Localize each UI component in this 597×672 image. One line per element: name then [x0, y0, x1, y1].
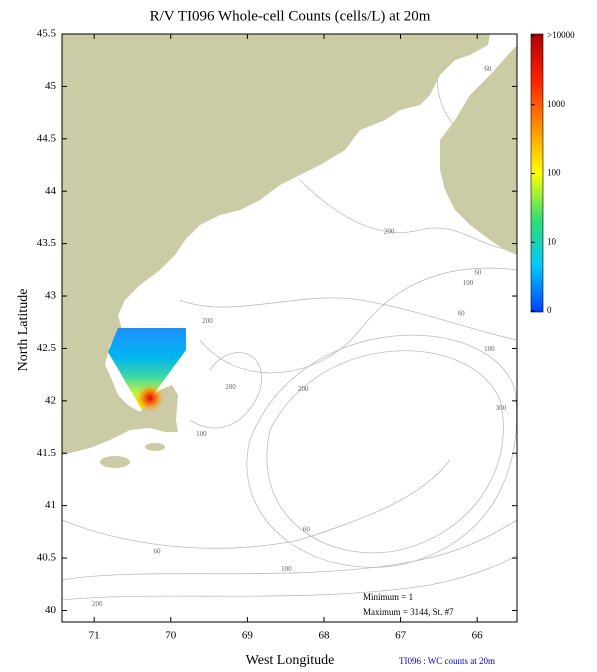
- y-tick-label: 43.5: [37, 237, 57, 249]
- colorbar-label: 10: [547, 236, 557, 246]
- contour-label: 60: [458, 309, 466, 317]
- annotation: Minimum = 1: [363, 592, 413, 602]
- island: [100, 456, 130, 468]
- colorbar-label: 0: [547, 305, 552, 315]
- y-tick-label: 40: [45, 604, 57, 616]
- contour-label: 60: [474, 269, 482, 277]
- plot-frame: [61, 33, 518, 623]
- y-tick-label: 42: [45, 394, 56, 406]
- y-tick-label: 43: [45, 290, 57, 302]
- x-tick-label: 68: [318, 630, 330, 642]
- colorbar-label: 1000: [547, 99, 566, 109]
- x-tick-label: 71: [89, 630, 100, 642]
- footer: TI096 : WC counts at 20m: [399, 656, 495, 666]
- map-area: [62, 34, 517, 622]
- contour-label: 200: [298, 385, 309, 393]
- annotation: Maximum = 3144, St. #7: [363, 607, 454, 617]
- x-axis-label: West Longitude: [246, 653, 335, 668]
- land: [440, 45, 517, 255]
- contour-label: 60: [303, 525, 311, 533]
- y-tick-label: 40.5: [37, 552, 57, 564]
- y-tick-label: 45: [45, 80, 57, 92]
- contour-label: 100: [281, 565, 292, 573]
- contour-label: 200: [202, 317, 213, 325]
- contour-label: 200: [225, 383, 236, 391]
- chart-title: R/V TI096 Whole-cell Counts (cells/L) at…: [150, 8, 431, 24]
- contour-label: 300: [496, 404, 507, 412]
- x-tick-label: 70: [165, 630, 177, 642]
- y-tick-label: 44: [45, 185, 57, 197]
- y-tick-label: 41: [45, 499, 56, 511]
- land: [62, 34, 490, 455]
- y-tick-label: 44.5: [37, 132, 57, 144]
- contour-label: 200: [92, 600, 103, 608]
- contour-label: 60: [153, 547, 161, 555]
- x-tick-label: 67: [395, 630, 407, 642]
- contour-label: 60: [484, 65, 492, 73]
- y-tick-label: 45.5: [37, 28, 57, 40]
- x-tick-label: 69: [242, 630, 254, 642]
- contour-label: 100: [196, 430, 207, 438]
- x-tick-label: 66: [472, 630, 484, 642]
- contour-label: 100: [463, 279, 474, 287]
- contour-label: 100: [484, 345, 495, 353]
- colorbar-label: >10000: [547, 30, 575, 40]
- island: [145, 443, 165, 451]
- y-tick-label: 42.5: [37, 342, 57, 354]
- contour-label: 200: [384, 228, 395, 236]
- data-field: [108, 328, 186, 412]
- y-axis-label: North Latitude: [16, 289, 31, 372]
- y-tick-label: 41.5: [37, 447, 57, 459]
- colorbar-label: 100: [547, 168, 561, 178]
